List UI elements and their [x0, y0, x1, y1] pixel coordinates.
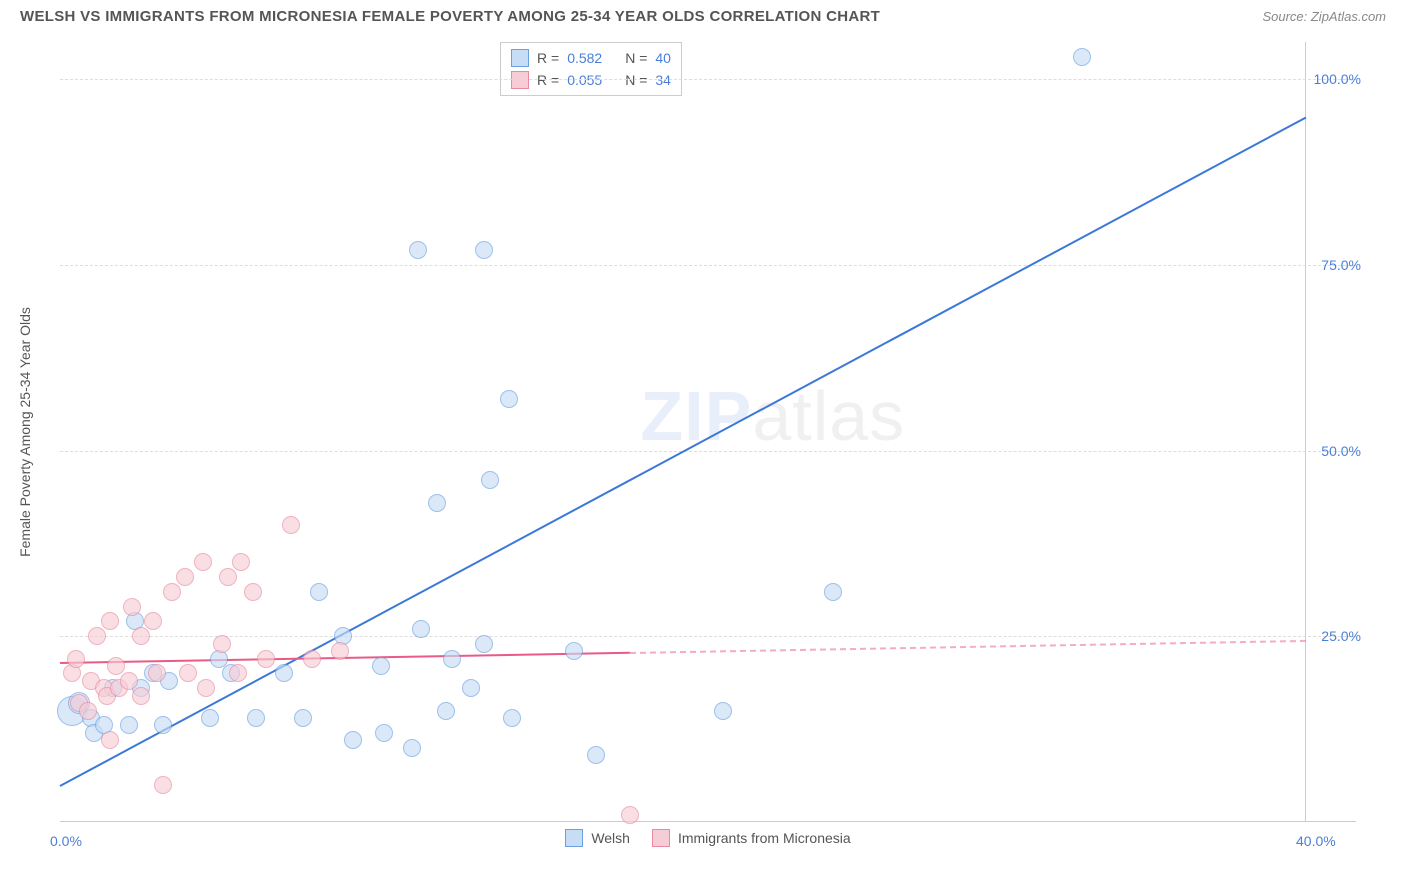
gridline	[60, 451, 1356, 452]
data-point	[403, 739, 421, 757]
chart-header: WELSH VS IMMIGRANTS FROM MICRONESIA FEMA…	[0, 0, 1406, 29]
data-point	[375, 724, 393, 742]
chart-title: WELSH VS IMMIGRANTS FROM MICRONESIA FEMA…	[20, 8, 880, 25]
data-point	[412, 620, 430, 638]
y-tick-label: 100.0%	[1309, 71, 1361, 87]
gridline	[60, 636, 1356, 637]
series-legend: Welsh Immigrants from Micronesia	[60, 829, 1356, 847]
n-label: N =	[625, 50, 647, 66]
data-point	[257, 650, 275, 668]
x-tick-label: 40.0%	[1296, 833, 1336, 849]
data-point	[101, 731, 119, 749]
data-point	[1073, 48, 1091, 66]
data-point	[123, 598, 141, 616]
data-point	[219, 568, 237, 586]
legend-label: Immigrants from Micronesia	[678, 830, 851, 846]
x-tick-label: 0.0%	[50, 833, 82, 849]
data-point	[443, 650, 461, 668]
legend-item: Welsh	[565, 829, 630, 847]
data-point	[503, 709, 521, 727]
data-point	[462, 679, 480, 697]
data-point	[824, 583, 842, 601]
data-point	[148, 664, 166, 682]
legend-item: Immigrants from Micronesia	[652, 829, 851, 847]
data-point	[587, 746, 605, 764]
data-point	[232, 553, 250, 571]
data-point	[500, 390, 518, 408]
legend-swatch	[511, 49, 529, 67]
data-point	[132, 627, 150, 645]
data-point	[201, 709, 219, 727]
data-point	[244, 583, 262, 601]
data-point	[428, 494, 446, 512]
data-point	[107, 657, 125, 675]
data-point	[154, 776, 172, 794]
data-point	[79, 702, 97, 720]
data-point	[176, 568, 194, 586]
gridline	[60, 79, 1356, 80]
trend-line	[630, 640, 1306, 654]
data-point	[565, 642, 583, 660]
data-point	[120, 716, 138, 734]
legend-row: R = 0.582 N = 40	[511, 47, 671, 69]
data-point	[179, 664, 197, 682]
data-point	[437, 702, 455, 720]
data-point	[213, 635, 231, 653]
legend-label: Welsh	[591, 830, 630, 846]
data-point	[621, 806, 639, 824]
data-point	[197, 679, 215, 697]
chart-source: Source: ZipAtlas.com	[1262, 9, 1386, 24]
data-point	[154, 716, 172, 734]
data-point	[344, 731, 362, 749]
data-point	[310, 583, 328, 601]
data-point	[303, 650, 321, 668]
data-point	[331, 642, 349, 660]
y-tick-label: 50.0%	[1316, 443, 1361, 459]
legend-swatch	[652, 829, 670, 847]
watermark-atlas: atlas	[752, 377, 905, 455]
correlation-legend: R =0.582N =40R =0.055N =34	[500, 42, 682, 96]
data-point	[481, 471, 499, 489]
data-point	[194, 553, 212, 571]
chart-plot-area: Female Poverty Among 25-34 Year Olds ZIP…	[60, 42, 1356, 822]
data-point	[475, 635, 493, 653]
data-point	[714, 702, 732, 720]
data-point	[88, 627, 106, 645]
data-point	[67, 650, 85, 668]
data-point	[275, 664, 293, 682]
data-point	[163, 583, 181, 601]
y-axis-label: Female Poverty Among 25-34 Year Olds	[17, 307, 33, 557]
data-point	[247, 709, 265, 727]
data-point	[372, 657, 390, 675]
r-value: 0.582	[567, 50, 611, 66]
watermark: ZIPatlas	[640, 376, 905, 456]
data-point	[132, 687, 150, 705]
r-label: R =	[537, 50, 559, 66]
chart-right-axis	[1305, 42, 1306, 821]
data-point	[409, 241, 427, 259]
data-point	[101, 612, 119, 630]
data-point	[144, 612, 162, 630]
legend-swatch	[565, 829, 583, 847]
n-value: 40	[655, 50, 671, 66]
data-point	[294, 709, 312, 727]
data-point	[120, 672, 138, 690]
data-point	[282, 516, 300, 534]
data-point	[229, 664, 247, 682]
gridline	[60, 265, 1356, 266]
data-point	[475, 241, 493, 259]
y-tick-label: 75.0%	[1316, 257, 1361, 273]
y-tick-label: 25.0%	[1316, 628, 1361, 644]
